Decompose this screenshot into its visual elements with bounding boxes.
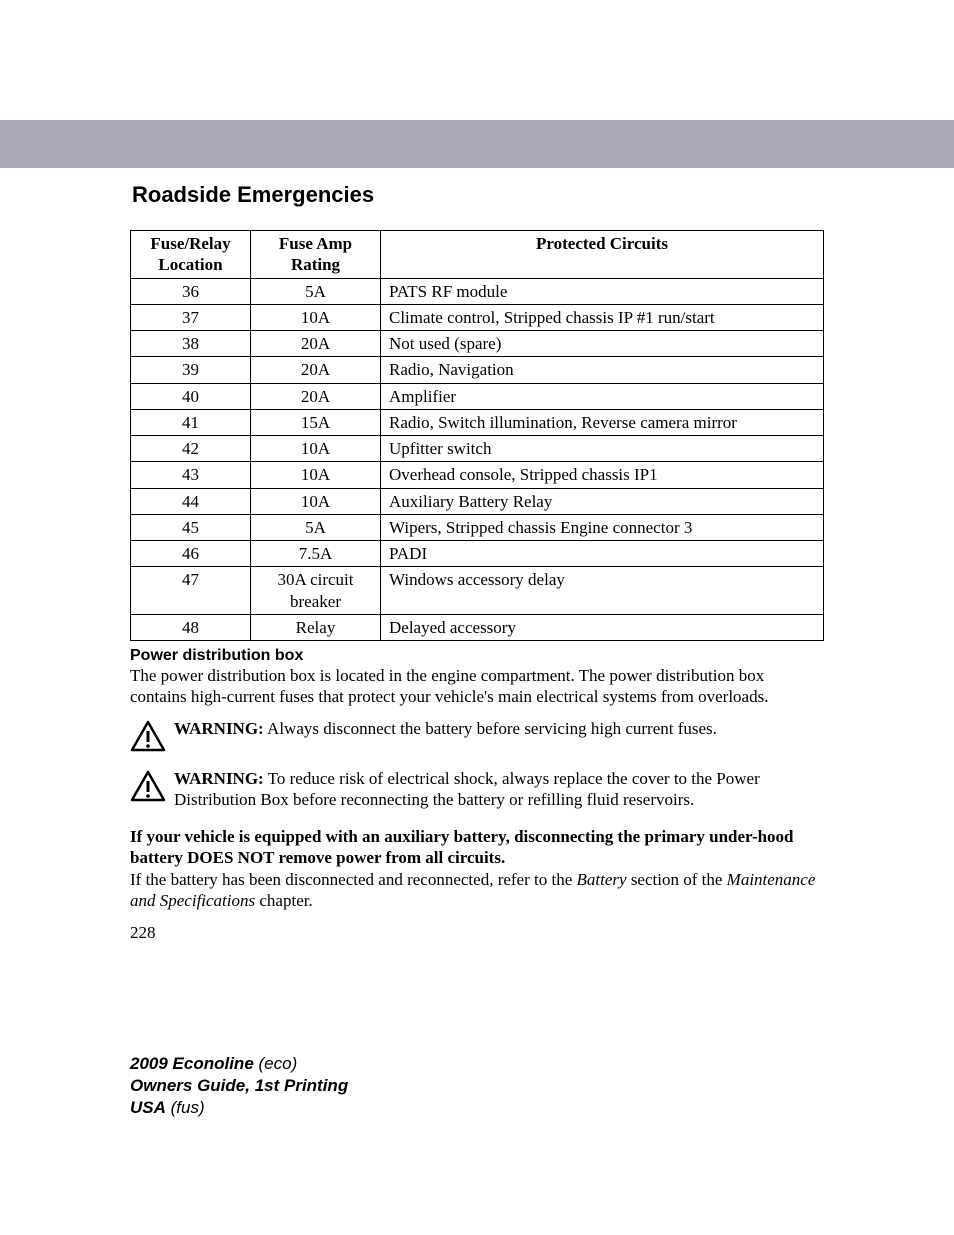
cell-circuits: Wipers, Stripped chassis Engine connecto… bbox=[381, 514, 824, 540]
cell-location: 36 bbox=[131, 278, 251, 304]
table-row: 3710AClimate control, Stripped chassis I… bbox=[131, 304, 824, 330]
footer-line-1: 2009 Econoline (eco) bbox=[130, 1053, 824, 1075]
cell-circuits: Climate control, Stripped chassis IP #1 … bbox=[381, 304, 824, 330]
cell-circuits: Not used (spare) bbox=[381, 331, 824, 357]
cell-rating: 10A bbox=[251, 462, 381, 488]
warning-label: WARNING: bbox=[174, 719, 264, 738]
col-header-circuits: Protected Circuits bbox=[381, 231, 824, 279]
footer-region-code: (fus) bbox=[166, 1098, 205, 1117]
cell-circuits: Amplifier bbox=[381, 383, 824, 409]
cell-location: 46 bbox=[131, 541, 251, 567]
col-header-location: Fuse/Relay Location bbox=[131, 231, 251, 279]
content-area: Roadside Emergencies Fuse/Relay Location… bbox=[0, 168, 954, 1119]
cell-circuits: Upfitter switch bbox=[381, 436, 824, 462]
table-row: 48RelayDelayed accessory bbox=[131, 614, 824, 640]
footer-region: USA bbox=[130, 1098, 166, 1117]
table-row: 4310AOverhead console, Stripped chassis … bbox=[131, 462, 824, 488]
cell-circuits: Delayed accessory bbox=[381, 614, 824, 640]
warning-block-2: WARNING: To reduce risk of electrical sh… bbox=[130, 768, 824, 811]
cell-rating: 10A bbox=[251, 488, 381, 514]
table-row: 3820ANot used (spare) bbox=[131, 331, 824, 357]
cell-rating: 7.5A bbox=[251, 541, 381, 567]
warning-label: WARNING: bbox=[174, 769, 264, 788]
cell-location: 38 bbox=[131, 331, 251, 357]
col-header-rating: Fuse Amp Rating bbox=[251, 231, 381, 279]
cell-location: 42 bbox=[131, 436, 251, 462]
cell-circuits: Windows accessory delay bbox=[381, 567, 824, 615]
cell-rating: 5A bbox=[251, 278, 381, 304]
cell-location: 43 bbox=[131, 462, 251, 488]
warning-triangle-icon bbox=[130, 770, 166, 802]
aux-b: Battery bbox=[577, 870, 627, 889]
table-row: 4020AAmplifier bbox=[131, 383, 824, 409]
cell-location: 41 bbox=[131, 409, 251, 435]
aux-c: section of the bbox=[627, 870, 727, 889]
cell-rating: 20A bbox=[251, 331, 381, 357]
cell-circuits: PATS RF module bbox=[381, 278, 824, 304]
cell-rating: 5A bbox=[251, 514, 381, 540]
cell-location: 45 bbox=[131, 514, 251, 540]
table-row: 4730A circuit breakerWindows accessory d… bbox=[131, 567, 824, 615]
cell-location: 44 bbox=[131, 488, 251, 514]
cell-location: 40 bbox=[131, 383, 251, 409]
cell-circuits: PADI bbox=[381, 541, 824, 567]
page: Roadside Emergencies Fuse/Relay Location… bbox=[0, 120, 954, 1119]
cell-circuits: Auxiliary Battery Relay bbox=[381, 488, 824, 514]
warning-text: Always disconnect the battery before ser… bbox=[264, 719, 717, 738]
cell-circuits: Radio, Switch illumination, Reverse came… bbox=[381, 409, 824, 435]
aux-e: chapter. bbox=[255, 891, 313, 910]
header-bar bbox=[0, 120, 954, 168]
aux-bold: If your vehicle is equipped with an auxi… bbox=[130, 827, 794, 867]
cell-circuits: Overhead console, Stripped chassis IP1 bbox=[381, 462, 824, 488]
cell-rating: 30A circuit breaker bbox=[251, 567, 381, 615]
aux-a: If the battery has been disconnected and… bbox=[130, 870, 577, 889]
table-row: 467.5APADI bbox=[131, 541, 824, 567]
pdb-heading: Power distribution box bbox=[130, 647, 824, 665]
warning-triangle-icon bbox=[130, 720, 166, 752]
table-row: 3920ARadio, Navigation bbox=[131, 357, 824, 383]
cell-location: 37 bbox=[131, 304, 251, 330]
footer-line-2: Owners Guide, 1st Printing bbox=[130, 1075, 824, 1097]
cell-rating: Relay bbox=[251, 614, 381, 640]
cell-location: 48 bbox=[131, 614, 251, 640]
page-number: 228 bbox=[130, 923, 824, 943]
cell-rating: 20A bbox=[251, 357, 381, 383]
cell-location: 47 bbox=[131, 567, 251, 615]
cell-rating: 15A bbox=[251, 409, 381, 435]
section-title: Roadside Emergencies bbox=[132, 182, 824, 208]
footer-model-code: (eco) bbox=[254, 1054, 297, 1073]
fuse-table: Fuse/Relay Location Fuse Amp Rating Prot… bbox=[130, 230, 824, 641]
cell-rating: 10A bbox=[251, 304, 381, 330]
aux-battery-note: If your vehicle is equipped with an auxi… bbox=[130, 826, 824, 911]
table-row: 4210AUpfitter switch bbox=[131, 436, 824, 462]
cell-rating: 10A bbox=[251, 436, 381, 462]
table-row: 4115ARadio, Switch illumination, Reverse… bbox=[131, 409, 824, 435]
pdb-paragraph: The power distribution box is located in… bbox=[130, 665, 824, 708]
footer-line-3: USA (fus) bbox=[130, 1097, 824, 1119]
footer: 2009 Econoline (eco) Owners Guide, 1st P… bbox=[130, 1053, 824, 1119]
table-row: 455AWipers, Stripped chassis Engine conn… bbox=[131, 514, 824, 540]
footer-model: 2009 Econoline bbox=[130, 1054, 254, 1073]
cell-location: 39 bbox=[131, 357, 251, 383]
cell-rating: 20A bbox=[251, 383, 381, 409]
table-row: 365APATS RF module bbox=[131, 278, 824, 304]
table-row: 4410AAuxiliary Battery Relay bbox=[131, 488, 824, 514]
warning-block-1: WARNING: Always disconnect the battery b… bbox=[130, 718, 824, 752]
cell-circuits: Radio, Navigation bbox=[381, 357, 824, 383]
table-header: Fuse/Relay Location Fuse Amp Rating Prot… bbox=[131, 231, 824, 279]
table-body: 365APATS RF module3710AClimate control, … bbox=[131, 278, 824, 641]
